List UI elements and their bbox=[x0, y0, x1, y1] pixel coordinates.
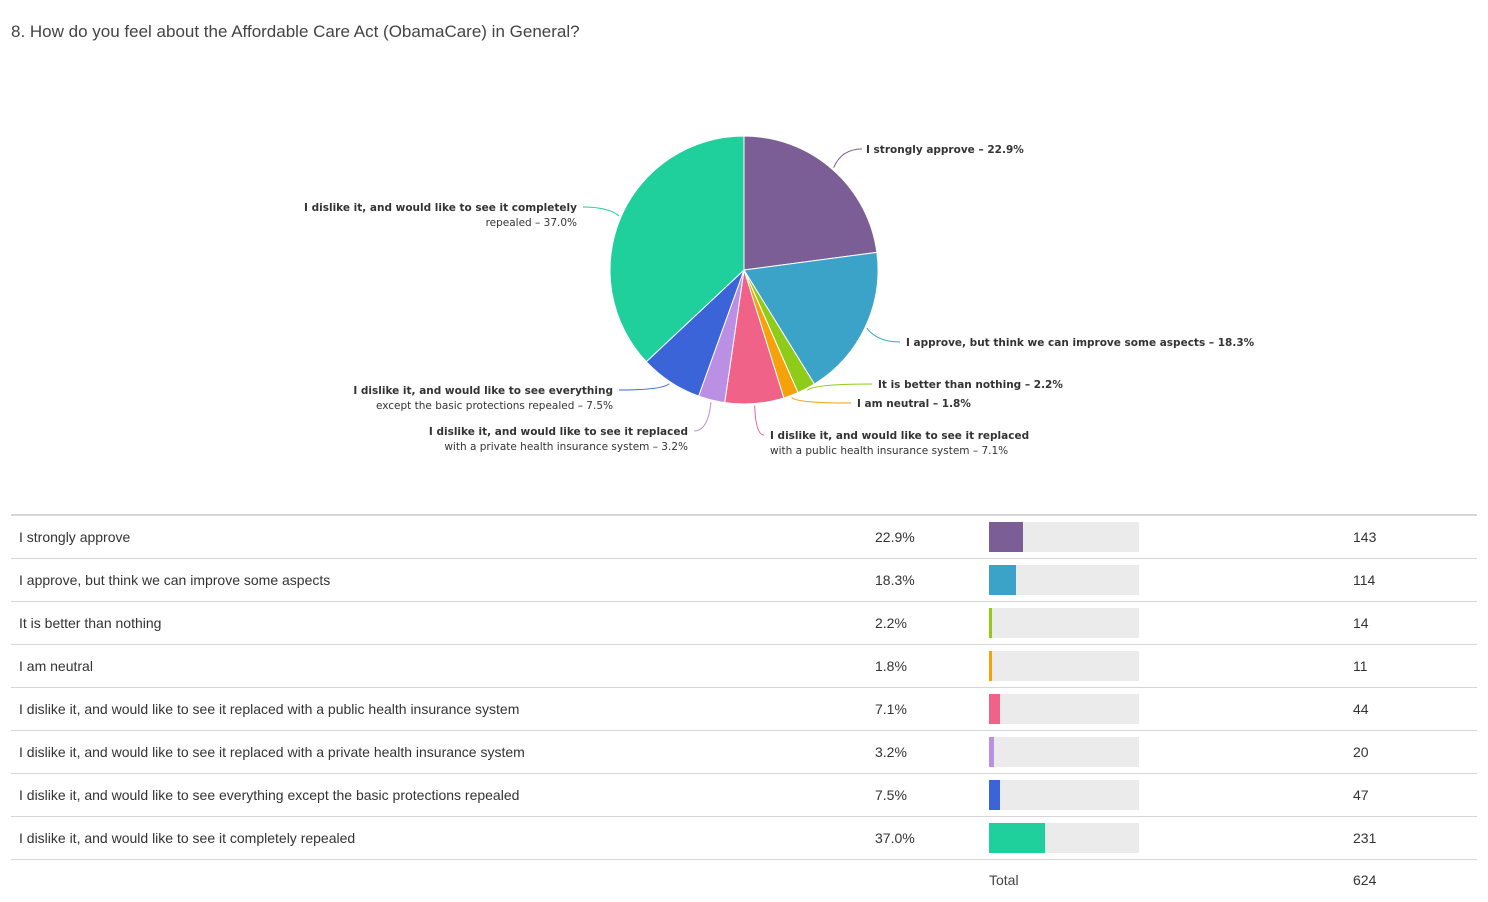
answer-label: It is better than nothing bbox=[11, 601, 875, 645]
leader-line bbox=[693, 401, 712, 432]
total-row: Total 624 bbox=[11, 860, 1477, 901]
percent-bar-track bbox=[989, 651, 1139, 681]
answer-percent: 37.0% bbox=[875, 816, 989, 860]
answer-percent: 1.8% bbox=[875, 644, 989, 688]
pie-slice-label: I dislike it, and would like to see ever… bbox=[353, 385, 613, 412]
leader-line bbox=[833, 148, 863, 168]
pie-slice-label: It is better than nothing – 2.2% bbox=[878, 379, 1063, 391]
answer-label: I dislike it, and would like to see it r… bbox=[11, 730, 875, 774]
answer-count: 44 bbox=[1353, 687, 1477, 731]
answer-count: 20 bbox=[1353, 730, 1477, 774]
leader-line bbox=[866, 327, 901, 343]
table-row: I dislike it, and would like to see it c… bbox=[11, 816, 1477, 860]
answer-label: I dislike it, and would like to see ever… bbox=[11, 773, 875, 817]
pie-slice-label: I dislike it, and would like to see it r… bbox=[429, 426, 688, 453]
answer-count: 47 bbox=[1353, 773, 1477, 817]
percent-bar-fill bbox=[989, 780, 1001, 810]
answer-percent: 2.2% bbox=[875, 601, 989, 645]
answer-count: 114 bbox=[1353, 558, 1477, 602]
percent-bar-track bbox=[989, 737, 1139, 767]
answer-label: I approve, but think we can improve some… bbox=[11, 558, 875, 602]
answer-percent: 7.1% bbox=[875, 687, 989, 731]
percent-bar-track bbox=[989, 608, 1139, 638]
pie-slice-label: I approve, but think we can improve some… bbox=[906, 337, 1255, 349]
answer-percent: 18.3% bbox=[875, 558, 989, 602]
table-row: I strongly approve 22.9% 143 bbox=[11, 515, 1477, 559]
percent-bar-fill bbox=[989, 608, 993, 638]
answer-count: 143 bbox=[1353, 515, 1477, 559]
pie-slice-label: I dislike it, and would like to see it r… bbox=[770, 430, 1029, 457]
answer-label: I dislike it, and would like to see it r… bbox=[11, 687, 875, 731]
pie-slice[interactable] bbox=[609, 135, 745, 363]
answer-label: I strongly approve bbox=[11, 515, 875, 559]
pie-slice-label: I strongly approve – 22.9% bbox=[866, 144, 1024, 156]
table-row: I approve, but think we can improve some… bbox=[11, 558, 1477, 602]
percent-bar-fill bbox=[989, 737, 994, 767]
percent-bar-track bbox=[989, 780, 1139, 810]
table-row: I dislike it, and would like to see it r… bbox=[11, 730, 1477, 774]
percent-bar-fill bbox=[989, 694, 1000, 724]
answer-count: 14 bbox=[1353, 601, 1477, 645]
pie-slice-label: I am neutral – 1.8% bbox=[857, 398, 971, 410]
leader-line bbox=[754, 405, 765, 436]
percent-bar-track bbox=[989, 694, 1139, 724]
question-title: 8. How do you feel about the Affordable … bbox=[11, 22, 580, 41]
table-row: It is better than nothing 2.2% 14 bbox=[11, 601, 1477, 645]
answer-label: I am neutral bbox=[11, 644, 875, 688]
answer-label: I dislike it, and would like to see it c… bbox=[11, 816, 875, 860]
pie-slice-label: I dislike it, and would like to see it c… bbox=[304, 202, 577, 229]
answer-percent: 22.9% bbox=[875, 515, 989, 559]
answer-count: 231 bbox=[1353, 816, 1477, 860]
table-row: I dislike it, and would like to see it r… bbox=[11, 687, 1477, 731]
percent-bar-track bbox=[989, 522, 1139, 552]
pie-slice[interactable] bbox=[743, 251, 879, 385]
leader-line bbox=[791, 397, 852, 404]
results-table: I strongly approve 22.9% 143 I approve, but… bbox=[11, 514, 1477, 900]
total-label: Total bbox=[989, 872, 1019, 888]
answer-count: 11 bbox=[1353, 644, 1477, 688]
table-row: I dislike it, and would like to see ever… bbox=[11, 773, 1477, 817]
leader-line bbox=[582, 206, 620, 217]
leader-line bbox=[618, 383, 670, 391]
percent-bar-track bbox=[989, 823, 1139, 853]
pie-chart: I strongly approve – 22.9% I approve, but… bbox=[304, 135, 1255, 457]
leader-line bbox=[806, 383, 873, 391]
table-row: I am neutral 1.8% 11 bbox=[11, 644, 1477, 688]
answer-percent: 7.5% bbox=[875, 773, 989, 817]
percent-bar-fill bbox=[989, 823, 1045, 853]
answer-percent: 3.2% bbox=[875, 730, 989, 774]
total-count: 624 bbox=[1353, 872, 1377, 888]
percent-bar-fill bbox=[989, 565, 1017, 595]
percent-bar-track bbox=[989, 565, 1139, 595]
percent-bar-fill bbox=[989, 651, 992, 681]
pie-slice[interactable] bbox=[743, 135, 878, 271]
percent-bar-fill bbox=[989, 522, 1024, 552]
